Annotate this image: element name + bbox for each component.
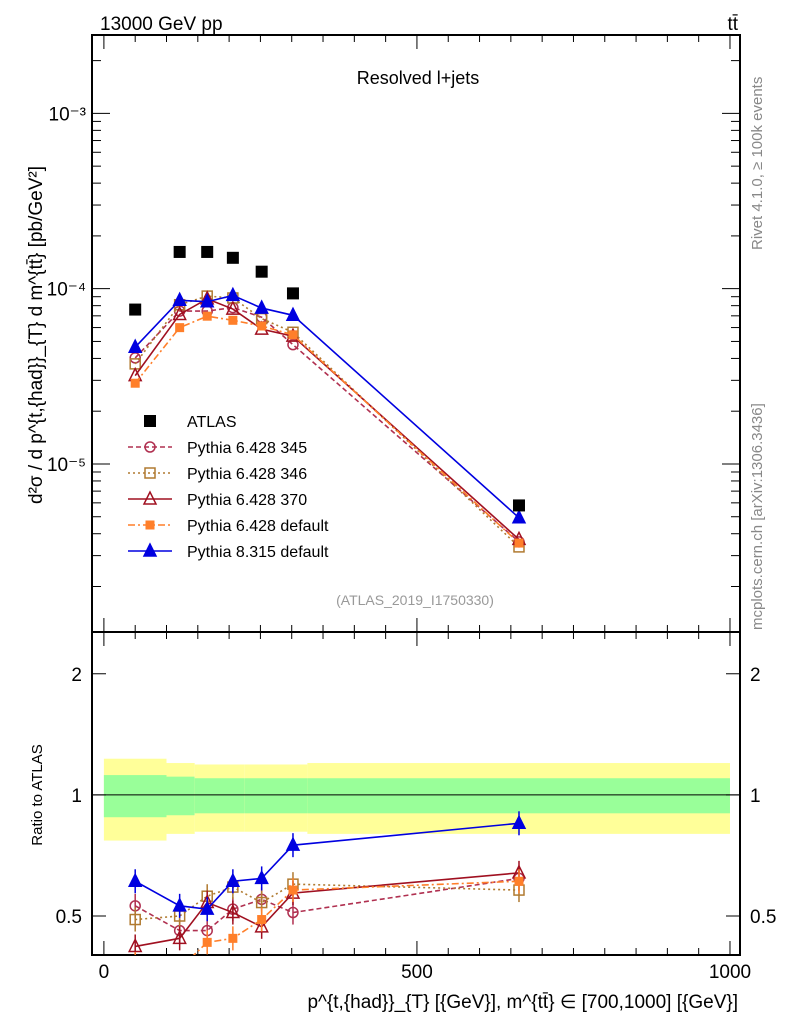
data-point: [226, 251, 239, 264]
ratio-point: [225, 872, 241, 888]
green-band: [103, 775, 167, 818]
series-point: [285, 306, 301, 322]
legend-marker: [142, 490, 158, 505]
chart-marks: [127, 245, 527, 973]
series-point: [257, 321, 267, 331]
series-point: [254, 299, 269, 314]
ratio-line-4: [134, 822, 520, 910]
x-tick-label: 1000: [709, 962, 751, 983]
ratio-tick-label: 0.5: [750, 907, 776, 928]
ratio-tick-label: 1: [71, 786, 82, 807]
series-point: [127, 338, 143, 353]
ratio-point: [288, 885, 298, 895]
series-point: [287, 338, 299, 351]
legend-marker: [144, 441, 156, 453]
legend-marker: [144, 415, 156, 427]
series-point: [199, 293, 215, 308]
legend-marker: [144, 467, 156, 479]
x-axis-label: p^{t,{had}}_{T} [{GeV}], m^{tt̄} ∈ [700,…: [307, 992, 738, 1013]
ratio-point: [511, 814, 527, 830]
legend-label: Pythia 6.428 345: [187, 440, 307, 457]
y-tick-label: 10⁻⁵: [47, 455, 86, 476]
data-point: [201, 245, 214, 258]
series-point: [172, 291, 187, 307]
legend-label: Pythia 6.428 370: [187, 492, 307, 509]
legend: ATLAS Pythia 6.428 345 Pythia 6.428 346 Pyt…: [128, 414, 329, 561]
series-point: [130, 378, 140, 388]
data-point: [512, 499, 525, 512]
y-tick-label: 10⁻⁴: [47, 280, 86, 301]
ratio-point: [514, 876, 524, 886]
green-band: [307, 778, 730, 814]
legend-label: Pythia 8.315 default: [187, 544, 329, 561]
ratio-point: [199, 900, 215, 915]
ratio-tick-label: 0.5: [56, 907, 82, 928]
header-right: tt̄: [727, 14, 738, 35]
ratio-point: [257, 915, 267, 925]
ratio-point: [287, 906, 299, 919]
legend-marker: [145, 520, 155, 530]
ratio-tick-label: 1: [750, 786, 761, 807]
data-point: [173, 245, 186, 258]
main-marks: [127, 245, 527, 553]
rivet-label: Rivet 4.1.0, ≥ 100k events: [749, 77, 766, 250]
ratio-point: [254, 918, 269, 933]
chart-title: Resolved l+jets: [357, 68, 480, 88]
green-band: [194, 778, 245, 814]
axes: 0 500 1000 10⁻⁵ 10⁻⁴ 10⁻³ 0.5 0.5 1 1 2 2: [47, 34, 776, 983]
ratio-bands: [103, 758, 730, 841]
series-point: [514, 538, 524, 548]
ratio-point: [285, 836, 301, 851]
ratio-point: [172, 897, 187, 912]
ratio-point: [127, 937, 143, 953]
ratio-point: [228, 933, 238, 943]
data-point: [286, 287, 299, 300]
x-tick-label: 0: [99, 962, 110, 983]
ratio-line-2: [135, 872, 520, 948]
analysis-tag: (ATLAS_2019_I1750330): [336, 592, 494, 608]
ratio-point: [225, 903, 241, 919]
ratio-point: [202, 937, 212, 947]
ratio-point: [129, 913, 141, 926]
x-tick-label: 500: [401, 962, 433, 983]
series-point: [288, 330, 298, 340]
series-point: [228, 315, 238, 325]
series-point: [175, 323, 185, 333]
y-tick-label: 10⁻³: [49, 104, 87, 125]
series-point: [225, 300, 241, 315]
ratio-point: [172, 929, 187, 945]
y-axis-label: d²σ / d p^{t,{had}}_{T} d m^{tt̄} [pb/Ge…: [26, 166, 47, 504]
legend-label: Pythia 6.428 default: [187, 518, 329, 535]
ratio-point: [131, 959, 140, 968]
green-band: [244, 778, 308, 814]
ratio-tick-label: 2: [750, 665, 761, 686]
legend-label: ATLAS: [187, 414, 237, 431]
series-point: [225, 286, 241, 302]
data-point: [255, 265, 268, 278]
series-point: [511, 509, 527, 524]
mcplots-label: mcplots.cern.ch [arXiv:1306.3436]: [749, 403, 766, 630]
header-left: 13000 GeV pp: [100, 14, 223, 35]
series-line-4: [134, 294, 520, 519]
ratio-y-axis-label: Ratio to ATLAS: [29, 744, 46, 845]
series-line-0: [134, 306, 520, 543]
ratio-point: [175, 964, 184, 973]
main-frame: [91, 34, 741, 633]
ratio-tick-label: 2: [71, 665, 82, 686]
ratio-frame: [91, 631, 741, 956]
ratio-point: [127, 872, 143, 888]
series-point: [202, 311, 212, 321]
ratio-point: [254, 869, 269, 885]
series-point: [172, 305, 187, 321]
ratio-marks: [127, 811, 527, 973]
data-point: [129, 303, 142, 316]
ratio-line-0: [134, 877, 520, 932]
legend-label: Pythia 6.428 346: [187, 466, 307, 483]
green-band: [166, 776, 195, 816]
legend-marker: [142, 542, 158, 557]
